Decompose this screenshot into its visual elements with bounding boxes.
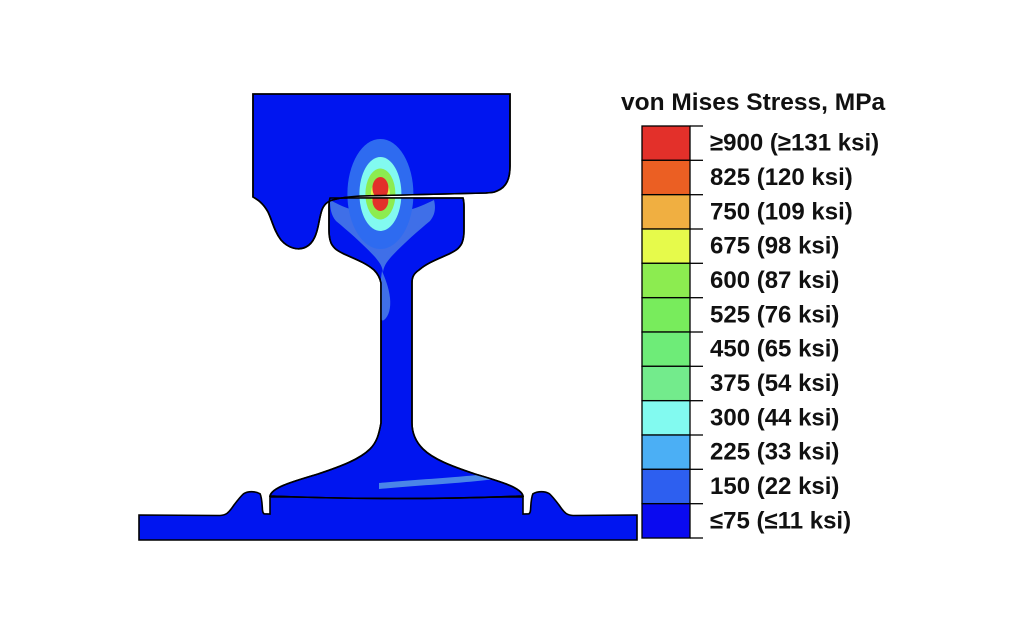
svg-text:750 (109 ksi): 750 (109 ksi) xyxy=(710,198,853,225)
svg-text:450 (65 ksi): 450 (65 ksi) xyxy=(710,336,839,363)
svg-text:von Mises Stress, MPa: von Mises Stress, MPa xyxy=(621,89,886,116)
svg-text:375 (54 ksi): 375 (54 ksi) xyxy=(710,370,839,397)
svg-text:≤75 (≤11 ksi): ≤75 (≤11 ksi) xyxy=(710,507,851,534)
svg-text:150 (22 ksi): 150 (22 ksi) xyxy=(710,473,839,500)
svg-text:300 (44 ksi): 300 (44 ksi) xyxy=(710,404,839,431)
svg-text:225 (33 ksi): 225 (33 ksi) xyxy=(710,439,839,466)
svg-text:825 (120 ksi): 825 (120 ksi) xyxy=(710,164,853,191)
svg-text:525 (76 ksi): 525 (76 ksi) xyxy=(710,301,839,328)
svg-text:600 (87 ksi): 600 (87 ksi) xyxy=(710,267,839,294)
svg-text:675 (98 ksi): 675 (98 ksi) xyxy=(710,233,839,260)
svg-text:≥900 (≥131 ksi): ≥900 (≥131 ksi) xyxy=(710,130,879,157)
